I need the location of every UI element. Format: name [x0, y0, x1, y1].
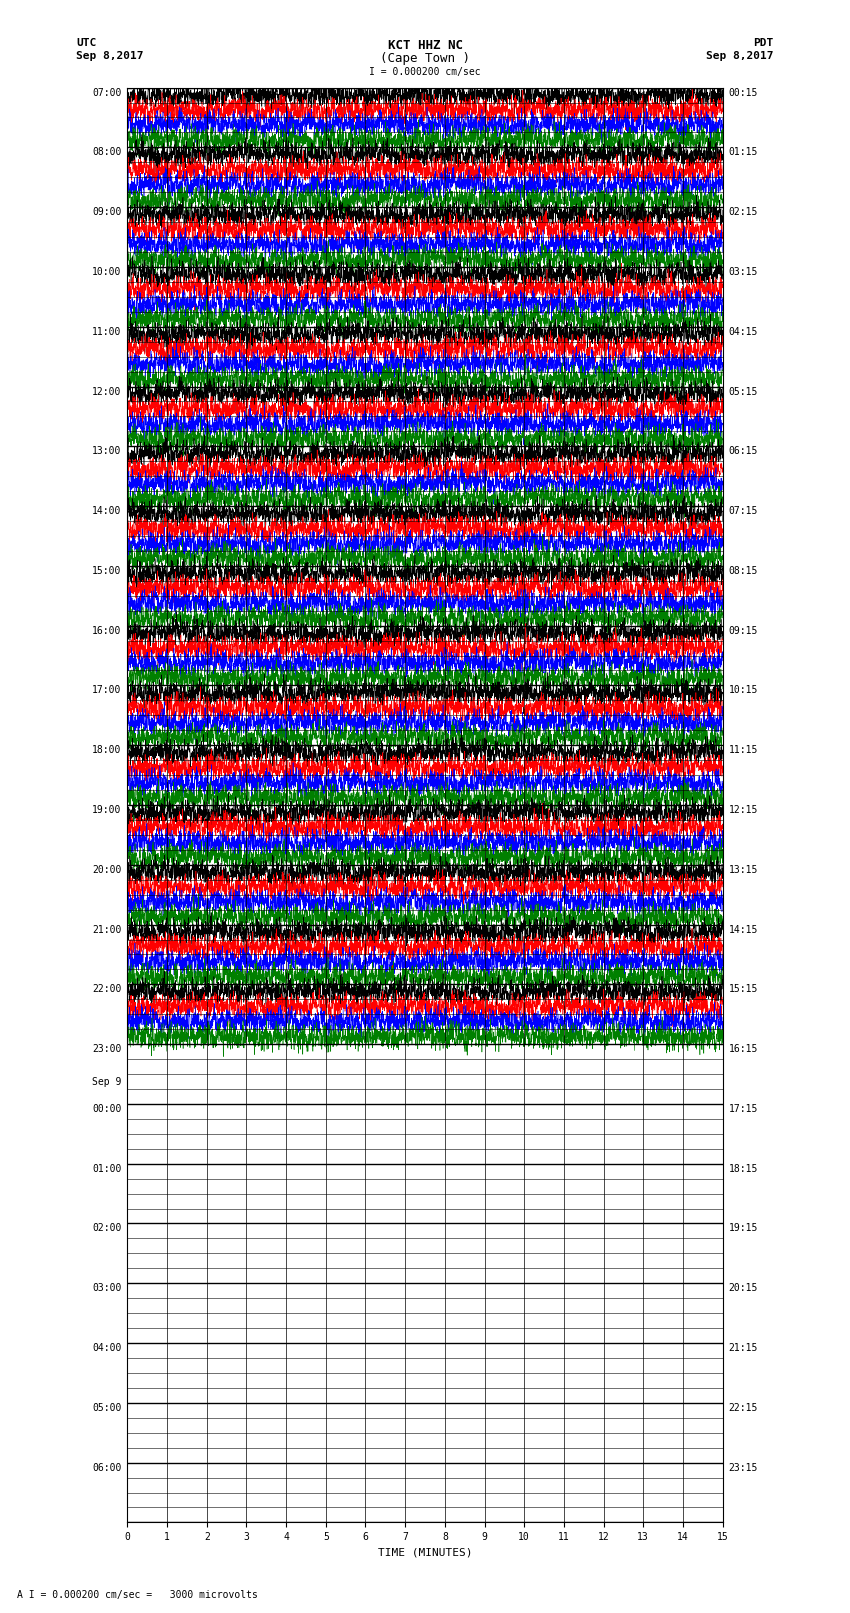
Text: 18:00: 18:00 [92, 745, 122, 755]
Text: 09:15: 09:15 [728, 626, 758, 636]
Text: 22:15: 22:15 [728, 1403, 758, 1413]
Text: 04:15: 04:15 [728, 327, 758, 337]
Text: 11:00: 11:00 [92, 327, 122, 337]
Text: 13:00: 13:00 [92, 447, 122, 456]
Text: 09:00: 09:00 [92, 206, 122, 218]
X-axis label: TIME (MINUTES): TIME (MINUTES) [377, 1548, 473, 1558]
Text: 23:15: 23:15 [728, 1463, 758, 1473]
Text: Sep 8,2017: Sep 8,2017 [706, 52, 774, 61]
Text: Sep 8,2017: Sep 8,2017 [76, 52, 144, 61]
Text: 22:00: 22:00 [92, 984, 122, 994]
Text: Sep 9: Sep 9 [92, 1077, 122, 1087]
Text: 10:15: 10:15 [728, 686, 758, 695]
Text: 08:15: 08:15 [728, 566, 758, 576]
Text: I = 0.000200 cm/sec: I = 0.000200 cm/sec [369, 68, 481, 77]
Text: 06:15: 06:15 [728, 447, 758, 456]
Text: 05:00: 05:00 [92, 1403, 122, 1413]
Text: 01:15: 01:15 [728, 147, 758, 158]
Text: 20:00: 20:00 [92, 865, 122, 874]
Text: 03:15: 03:15 [728, 266, 758, 277]
Text: 21:00: 21:00 [92, 924, 122, 934]
Text: 15:15: 15:15 [728, 984, 758, 994]
Text: 01:00: 01:00 [92, 1163, 122, 1174]
Text: A I = 0.000200 cm/sec =   3000 microvolts: A I = 0.000200 cm/sec = 3000 microvolts [17, 1590, 258, 1600]
Text: 21:15: 21:15 [728, 1344, 758, 1353]
Text: 14:15: 14:15 [728, 924, 758, 934]
Text: 06:00: 06:00 [92, 1463, 122, 1473]
Text: 14:00: 14:00 [92, 506, 122, 516]
Text: 08:00: 08:00 [92, 147, 122, 158]
Text: 23:00: 23:00 [92, 1044, 122, 1055]
Text: 12:15: 12:15 [728, 805, 758, 815]
Text: 04:00: 04:00 [92, 1344, 122, 1353]
Text: KCT HHZ NC: KCT HHZ NC [388, 39, 462, 52]
Text: (Cape Town ): (Cape Town ) [380, 52, 470, 65]
Text: 07:00: 07:00 [92, 87, 122, 97]
Text: 20:15: 20:15 [728, 1284, 758, 1294]
Text: 16:00: 16:00 [92, 626, 122, 636]
Text: 07:15: 07:15 [728, 506, 758, 516]
Text: 00:15: 00:15 [728, 87, 758, 97]
Text: 17:00: 17:00 [92, 686, 122, 695]
Text: 19:00: 19:00 [92, 805, 122, 815]
Text: 17:15: 17:15 [728, 1103, 758, 1115]
Text: 19:15: 19:15 [728, 1224, 758, 1234]
Text: 13:15: 13:15 [728, 865, 758, 874]
Text: PDT: PDT [753, 39, 774, 48]
Text: 15:00: 15:00 [92, 566, 122, 576]
Text: 12:00: 12:00 [92, 387, 122, 397]
Text: 10:00: 10:00 [92, 266, 122, 277]
Text: 03:00: 03:00 [92, 1284, 122, 1294]
Text: 18:15: 18:15 [728, 1163, 758, 1174]
Text: 02:00: 02:00 [92, 1224, 122, 1234]
Text: 02:15: 02:15 [728, 206, 758, 218]
Text: 16:15: 16:15 [728, 1044, 758, 1055]
Text: 00:00: 00:00 [92, 1103, 122, 1115]
Text: 05:15: 05:15 [728, 387, 758, 397]
Text: 11:15: 11:15 [728, 745, 758, 755]
Text: UTC: UTC [76, 39, 97, 48]
